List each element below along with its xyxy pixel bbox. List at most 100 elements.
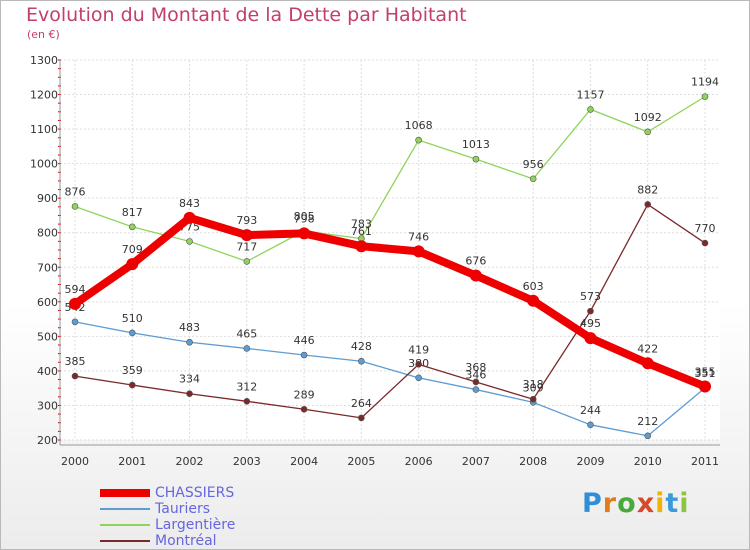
data-label: 798 (294, 212, 315, 225)
data-label: 465 (236, 327, 257, 340)
data-point (529, 175, 537, 183)
data-label: 709 (122, 243, 143, 256)
data-point (412, 245, 425, 258)
data-point (69, 297, 81, 310)
data-label: 495 (580, 317, 601, 330)
data-label: 1092 (634, 111, 662, 124)
data-label: 419 (408, 343, 429, 356)
y-tick-label: 400 (37, 365, 58, 378)
y-tick-label: 1200 (30, 89, 58, 102)
data-point (128, 223, 136, 231)
data-point (587, 307, 594, 315)
legend-item: Largentière (100, 517, 400, 533)
data-label: 1194 (691, 76, 719, 89)
y-tick-label: 1100 (30, 123, 58, 136)
legend-swatch (100, 508, 150, 510)
data-label: 603 (523, 280, 544, 293)
legend-label: CHASSIERS (155, 485, 235, 501)
data-label: 422 (637, 342, 658, 355)
y-tick-label: 1300 (30, 54, 58, 67)
legend-swatch (100, 489, 150, 497)
y-tick-label: 500 (37, 330, 58, 343)
data-label: 761 (351, 225, 372, 238)
data-point (126, 258, 139, 271)
legend-label: Tauriers (155, 501, 210, 517)
data-label: 446 (294, 334, 315, 347)
x-tick-label: 2011 (691, 455, 719, 468)
data-point (358, 357, 365, 365)
legend-item: CHASSIERS (100, 485, 400, 501)
data-label: 334 (179, 373, 200, 386)
legend-label: Montréal (155, 533, 217, 549)
data-label: 385 (65, 355, 86, 368)
data-label: 244 (580, 404, 601, 417)
data-label: 882 (637, 183, 658, 196)
x-tick-label: 2000 (61, 455, 89, 468)
data-label: 746 (408, 230, 429, 243)
data-label: 783 (351, 218, 372, 231)
data-point (587, 421, 594, 429)
y-tick-label: 1000 (30, 158, 58, 171)
data-point (415, 361, 422, 368)
data-point (355, 240, 368, 253)
data-point (699, 380, 711, 393)
data-point (641, 357, 654, 370)
x-tick-label: 2009 (576, 455, 604, 468)
data-label: 351 (695, 367, 716, 380)
data-label: 573 (580, 290, 601, 303)
data-label: 843 (179, 197, 200, 210)
data-point (240, 229, 253, 242)
series-line (74, 96, 706, 263)
data-point (128, 381, 136, 389)
data-point (587, 106, 594, 113)
data-label: 594 (65, 283, 86, 296)
data-label: 368 (465, 361, 486, 374)
data-point (415, 136, 422, 144)
legend-swatch (100, 524, 150, 526)
data-label: 817 (122, 206, 143, 219)
data-label: 346 (465, 369, 486, 382)
data-point (186, 238, 193, 245)
y-tick-label: 300 (37, 399, 58, 412)
data-point (529, 395, 537, 403)
chart-subtitle: (en €) (27, 28, 60, 41)
data-label: 483 (179, 321, 200, 334)
data-label: 1068 (405, 119, 433, 132)
data-label: 289 (294, 388, 315, 401)
data-label: 212 (637, 415, 658, 428)
x-tick-label: 2006 (405, 455, 433, 468)
chart-legend: CHASSIERS Tauriers Largentière Montréal (100, 485, 400, 549)
data-label: 805 (294, 210, 315, 223)
data-point (472, 155, 480, 163)
data-point (584, 332, 597, 345)
data-label: 876 (65, 185, 86, 198)
data-point (183, 211, 196, 224)
data-point (472, 378, 480, 386)
data-point (186, 390, 193, 398)
data-label: 793 (236, 214, 257, 227)
data-point (300, 405, 308, 413)
legend-item: Montréal (100, 533, 400, 549)
legend-item: Tauriers (100, 501, 400, 517)
x-tick-label: 2002 (176, 455, 204, 468)
data-point (358, 414, 365, 422)
series-line (74, 321, 706, 437)
legend-swatch (100, 540, 150, 542)
data-label: 770 (695, 222, 716, 235)
data-point (472, 386, 480, 393)
data-label: 355 (695, 365, 716, 378)
data-point (701, 93, 709, 100)
data-point (128, 329, 136, 337)
data-label: 318 (523, 378, 544, 391)
data-point (71, 372, 79, 380)
x-tick-label: 2004 (290, 455, 318, 468)
x-tick-label: 2007 (462, 455, 490, 468)
x-tick-label: 2003 (233, 455, 261, 468)
data-point (243, 345, 251, 352)
data-point (71, 318, 79, 326)
data-point (644, 128, 652, 136)
y-tick-label: 900 (37, 192, 58, 205)
series-line (72, 213, 707, 391)
data-label: 359 (122, 364, 143, 377)
